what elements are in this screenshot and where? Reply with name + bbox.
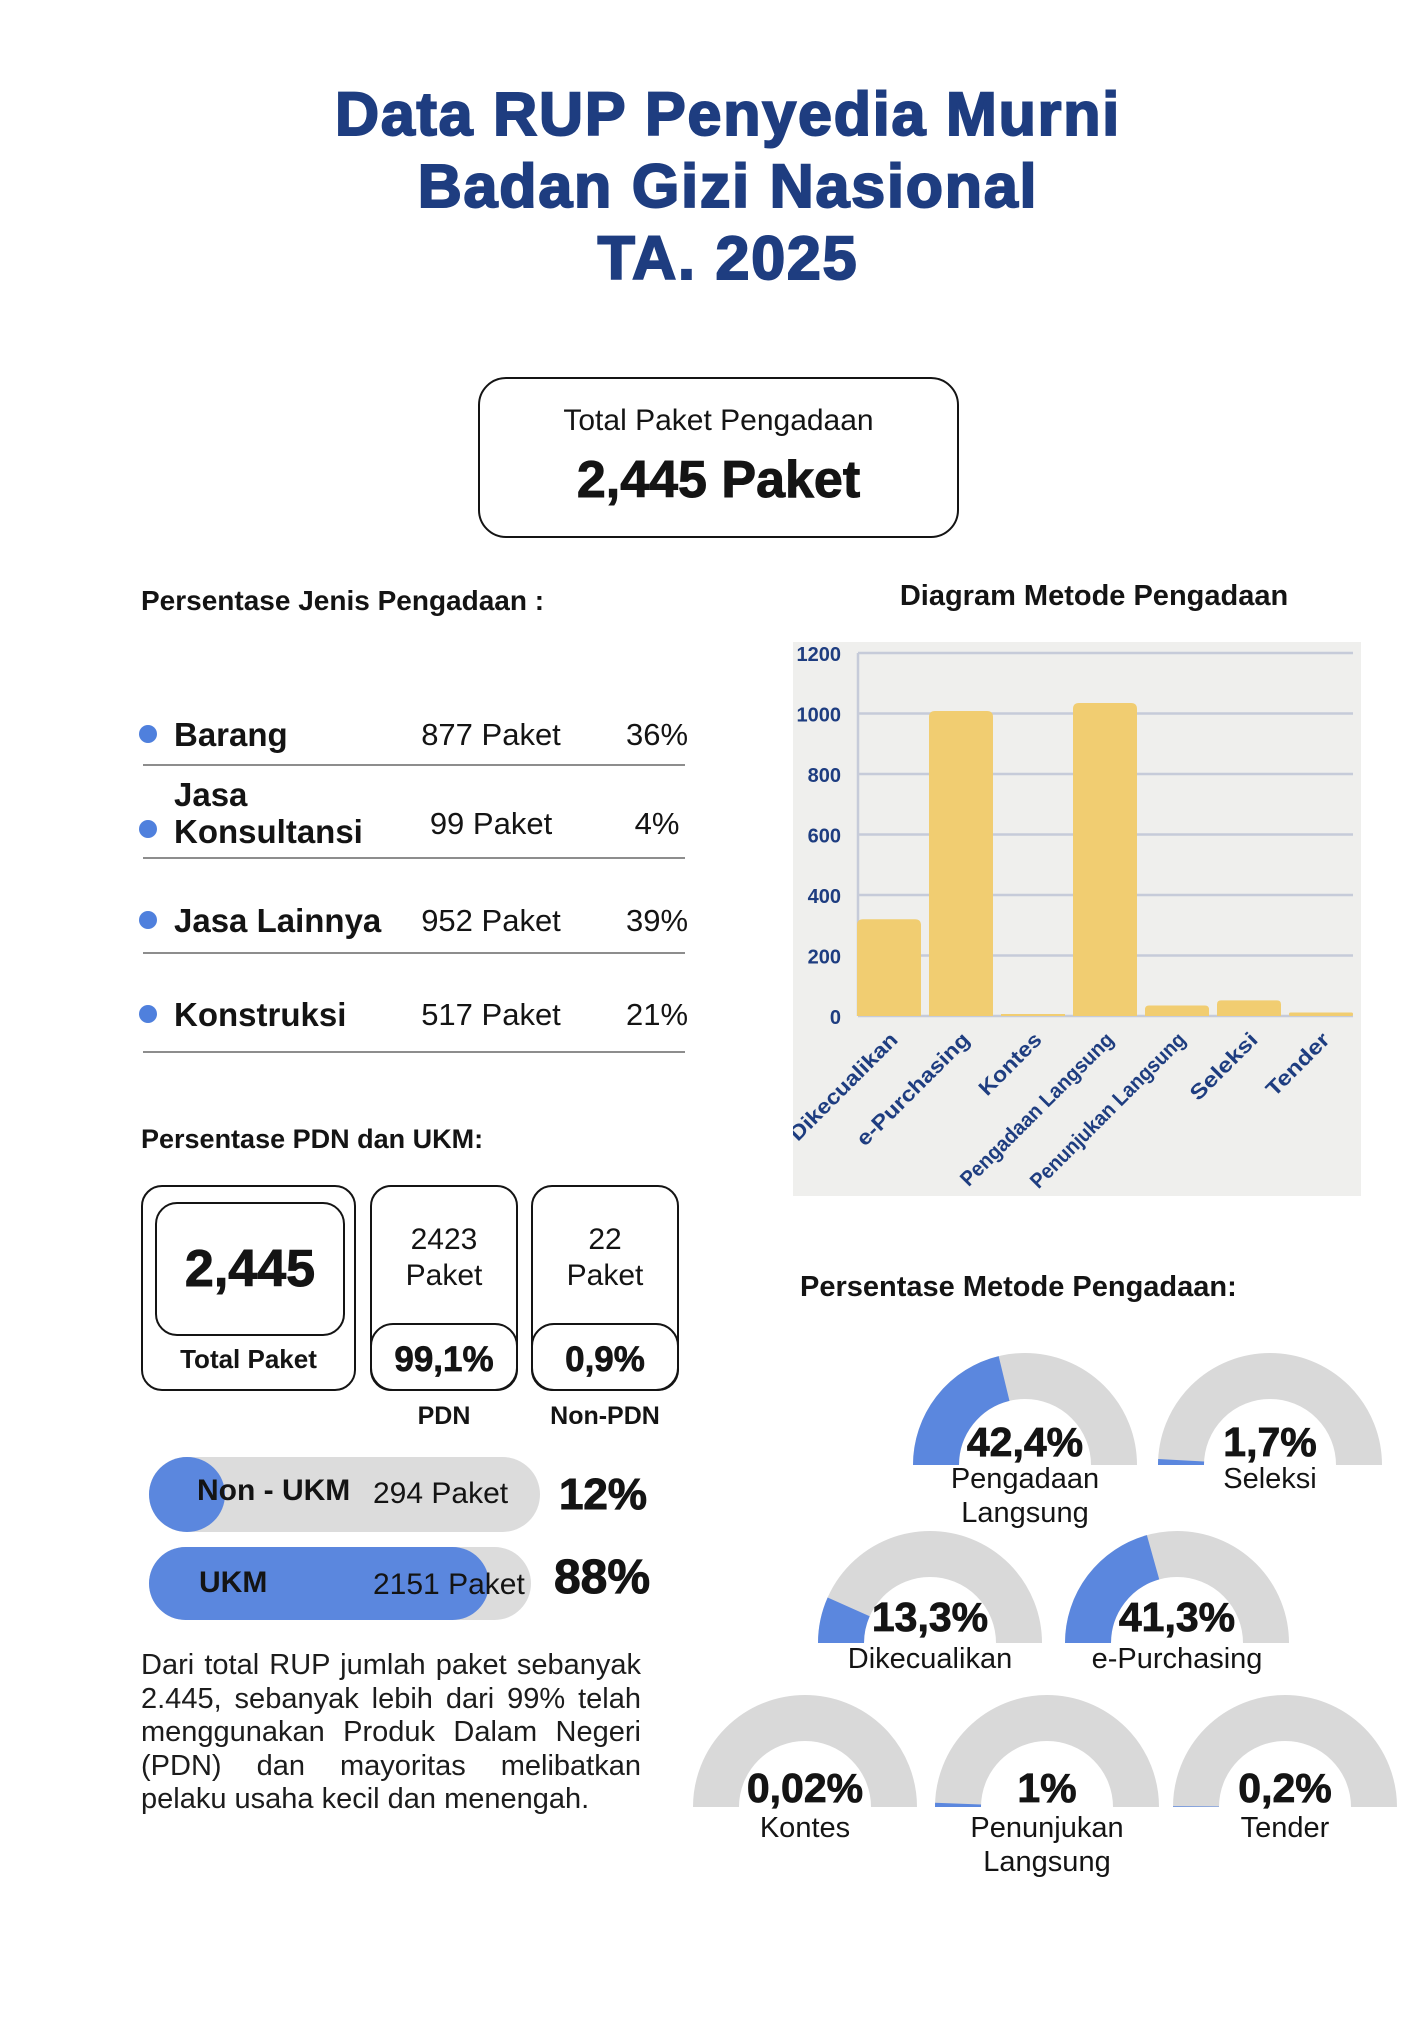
svg-text:200: 200 bbox=[808, 947, 841, 969]
svg-text:800: 800 bbox=[808, 765, 841, 787]
svg-text:1000: 1000 bbox=[797, 705, 842, 727]
svg-text:400: 400 bbox=[808, 886, 841, 908]
svg-text:0: 0 bbox=[830, 1007, 841, 1029]
svg-text:1200: 1200 bbox=[797, 644, 842, 666]
svg-text:600: 600 bbox=[808, 826, 841, 848]
